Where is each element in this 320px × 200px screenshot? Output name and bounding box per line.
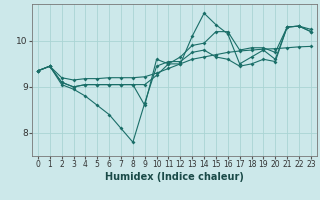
X-axis label: Humidex (Indice chaleur): Humidex (Indice chaleur)	[105, 172, 244, 182]
